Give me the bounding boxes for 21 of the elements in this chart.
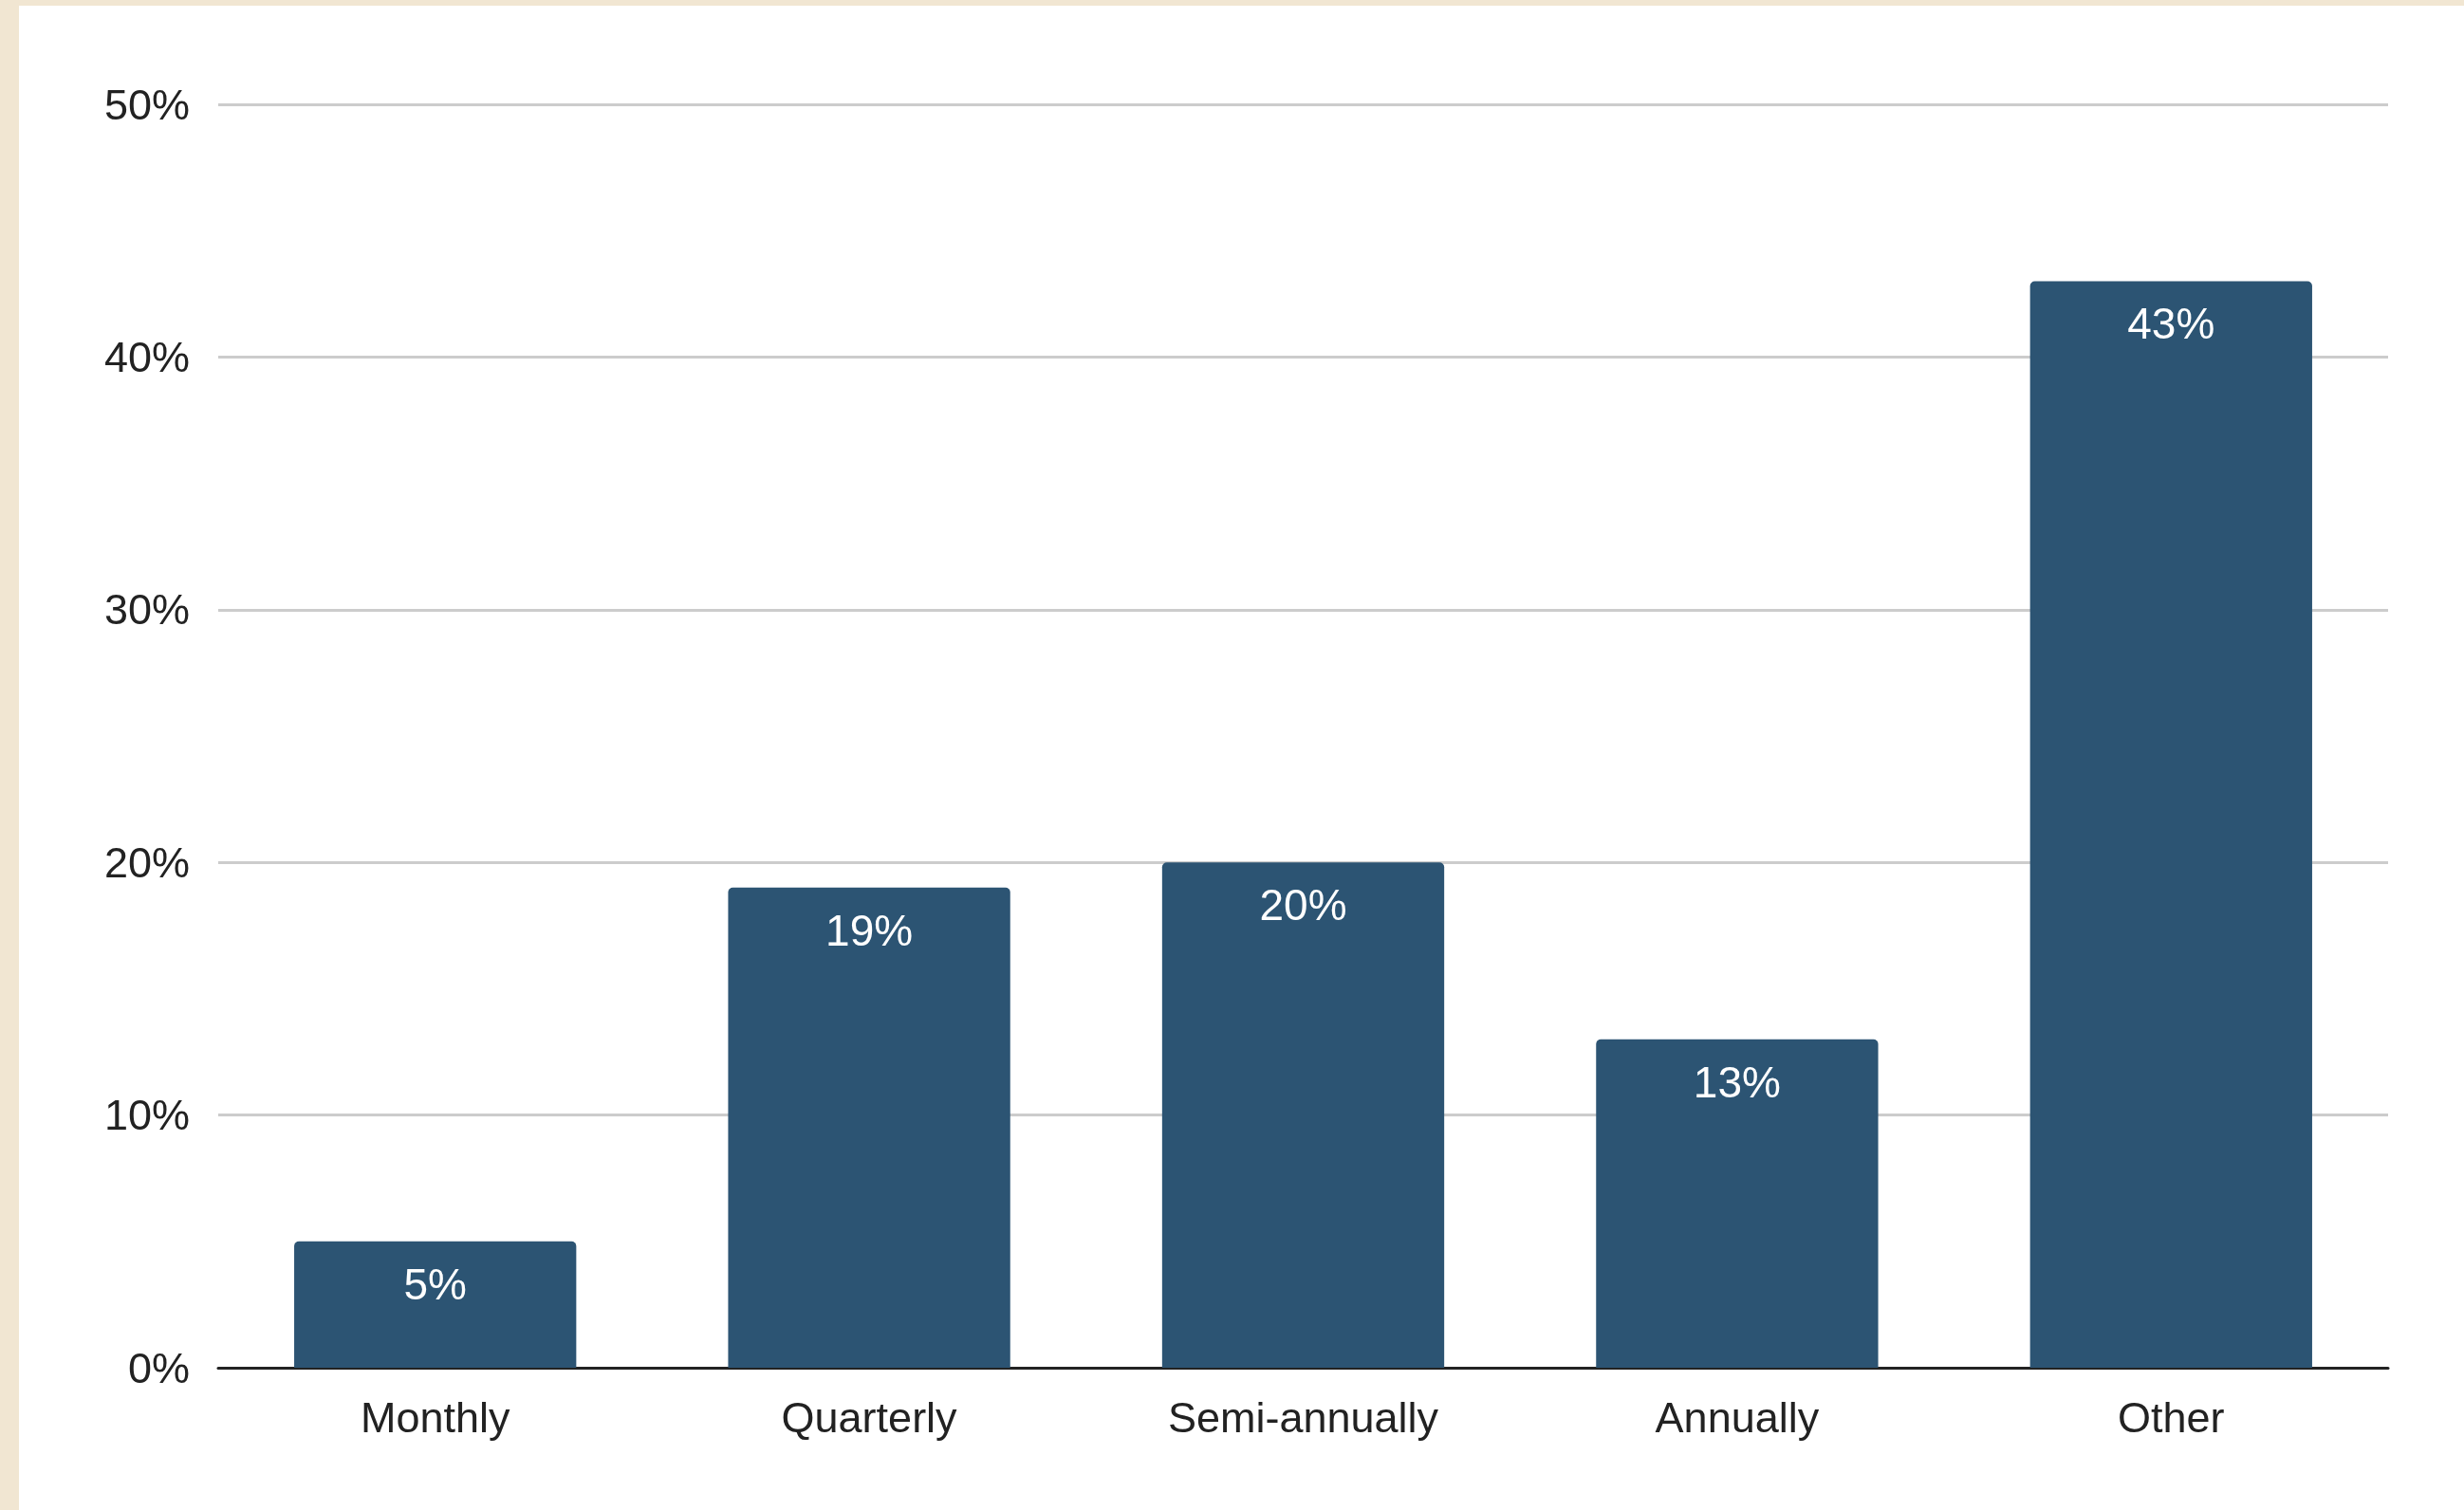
- bar: [294, 1241, 577, 1368]
- y-tick-label: 30%: [103, 585, 190, 635]
- y-tick-label: 50%: [103, 80, 190, 129]
- bar: [1161, 862, 1445, 1368]
- y-tick-label: 20%: [103, 838, 190, 887]
- data-label: 13%: [1693, 1057, 1781, 1107]
- x-tick-label: Monthly: [360, 1393, 510, 1442]
- data-label: 5%: [403, 1259, 467, 1309]
- bar: [1596, 1039, 1879, 1368]
- data-label: 43%: [2127, 299, 2215, 349]
- y-tick-label: 40%: [103, 332, 190, 381]
- x-tick-label: Semi-annually: [1167, 1393, 1439, 1442]
- x-tick-label: Annually: [1655, 1393, 1820, 1442]
- y-tick-label: 10%: [103, 1091, 190, 1140]
- x-tick-label: Other: [2118, 1393, 2225, 1442]
- data-label: 20%: [1259, 880, 1347, 930]
- x-tick-label: Quarterly: [781, 1393, 958, 1442]
- y-tick-label: 0%: [127, 1343, 190, 1392]
- bar: [2029, 281, 2312, 1368]
- bar: [728, 887, 1010, 1368]
- data-label: 19%: [825, 905, 914, 955]
